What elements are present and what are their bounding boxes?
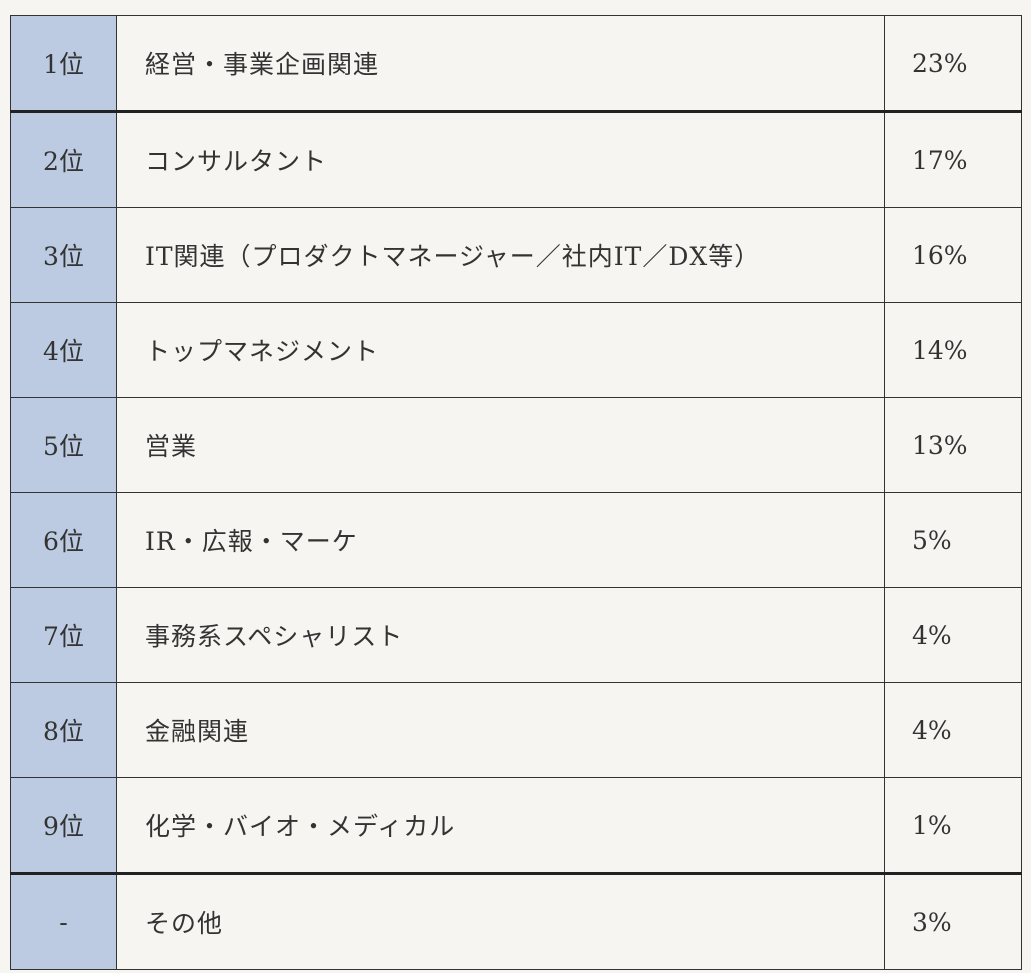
table-row: - その他 3% xyxy=(10,872,1022,970)
category-cell: 事務系スペシャリスト xyxy=(116,587,885,683)
percent-cell: 16% xyxy=(884,207,1022,303)
ranking-table-container: 1位 経営・事業企画関連 23% 2位 コンサルタント 17% 3位 IT関連（… xyxy=(10,15,1022,970)
rank-cell: 4位 xyxy=(10,302,117,398)
category-cell: 営業 xyxy=(116,397,885,493)
rank-cell: 1位 xyxy=(10,15,117,112)
table-row: 6位 IR・広報・マーケ 5% xyxy=(10,492,1022,588)
percent-cell: 23% xyxy=(884,15,1022,112)
rank-cell: 5位 xyxy=(10,397,117,493)
percent-cell: 4% xyxy=(884,682,1022,778)
table-row: 1位 経営・事業企画関連 23% xyxy=(10,15,1022,112)
percent-cell: 13% xyxy=(884,397,1022,493)
category-cell: IT関連（プロダクトマネージャー／社内IT／DX等） xyxy=(116,207,885,303)
rank-cell: - xyxy=(10,872,117,970)
rank-cell: 3位 xyxy=(10,207,117,303)
percent-cell: 1% xyxy=(884,777,1022,874)
category-cell: その他 xyxy=(116,872,885,970)
rank-cell: 2位 xyxy=(10,110,117,208)
table-row: 5位 営業 13% xyxy=(10,397,1022,493)
table-row: 3位 IT関連（プロダクトマネージャー／社内IT／DX等） 16% xyxy=(10,207,1022,303)
category-cell: トップマネジメント xyxy=(116,302,885,398)
percent-cell: 14% xyxy=(884,302,1022,398)
table-row: 9位 化学・バイオ・メディカル 1% xyxy=(10,777,1022,874)
table-row: 7位 事務系スペシャリスト 4% xyxy=(10,587,1022,683)
ranking-table-body: 1位 経営・事業企画関連 23% 2位 コンサルタント 17% 3位 IT関連（… xyxy=(10,15,1022,970)
category-cell: コンサルタント xyxy=(116,110,885,208)
rank-cell: 9位 xyxy=(10,777,117,874)
rank-cell: 8位 xyxy=(10,682,117,778)
category-cell: 経営・事業企画関連 xyxy=(116,15,885,112)
percent-cell: 5% xyxy=(884,492,1022,588)
table-row: 2位 コンサルタント 17% xyxy=(10,110,1022,208)
category-cell: 化学・バイオ・メディカル xyxy=(116,777,885,874)
percent-cell: 4% xyxy=(884,587,1022,683)
rank-cell: 7位 xyxy=(10,587,117,683)
percent-cell: 17% xyxy=(884,110,1022,208)
rank-cell: 6位 xyxy=(10,492,117,588)
ranking-table: 1位 経営・事業企画関連 23% 2位 コンサルタント 17% 3位 IT関連（… xyxy=(10,15,1022,970)
category-cell: 金融関連 xyxy=(116,682,885,778)
percent-cell: 3% xyxy=(884,872,1022,970)
category-cell: IR・広報・マーケ xyxy=(116,492,885,588)
table-row: 4位 トップマネジメント 14% xyxy=(10,302,1022,398)
table-row: 8位 金融関連 4% xyxy=(10,682,1022,778)
